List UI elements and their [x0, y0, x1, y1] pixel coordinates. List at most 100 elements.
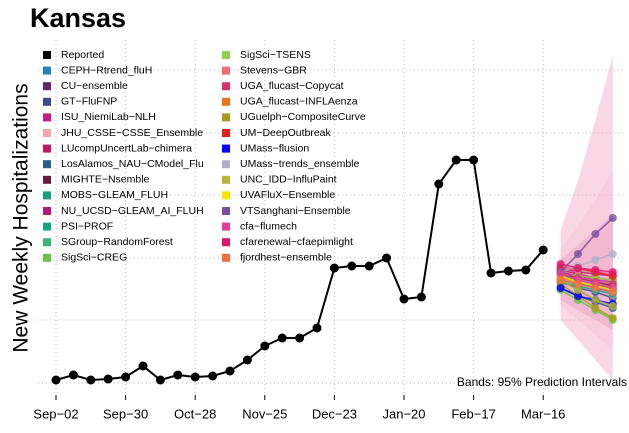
- x-tick-label: Dec−23: [312, 406, 357, 421]
- data-point: [574, 286, 582, 294]
- data-point: [347, 261, 357, 271]
- series-line: [560, 271, 613, 285]
- series-line: [560, 289, 614, 321]
- legend-swatch: [43, 51, 51, 59]
- data-point: [574, 280, 582, 288]
- data-point: [295, 333, 305, 343]
- data-point: [574, 264, 582, 272]
- legend-swatch: [43, 191, 51, 200]
- legend-swatch: [222, 129, 230, 137]
- legend-label: JHU_CSSE−CSSE_Ensemble: [61, 127, 203, 139]
- legend-label: UMass−trends_ensemble: [240, 158, 360, 170]
- data-point: [469, 155, 479, 165]
- data-point: [155, 375, 165, 385]
- legend-swatch: [222, 51, 230, 59]
- legend-swatch: [43, 175, 51, 184]
- legend-swatch: [222, 207, 230, 215]
- legend-label: cfarenewal−cfaepimlight: [240, 236, 353, 248]
- annotation: Bands: 95% Prediction Intervals: [457, 375, 627, 389]
- legend-swatch: [222, 175, 230, 184]
- legend-swatch: [222, 238, 230, 247]
- data-point: [486, 268, 496, 278]
- data-point: [608, 288, 617, 296]
- data-point: [51, 375, 61, 385]
- legend-swatch: [43, 207, 51, 215]
- data-point: [103, 374, 113, 384]
- series-line: [560, 283, 614, 319]
- data-point: [556, 284, 565, 292]
- legend-label: fjordhest−ensemble: [240, 252, 332, 264]
- legend-label: NU_UCSD−GLEAM_AI_FLUH: [61, 205, 204, 217]
- legend-label: cfa−flumech: [240, 220, 297, 232]
- data-point: [312, 323, 322, 333]
- legend-label: UNC_IDD−InfluPaint: [240, 174, 337, 186]
- data-point: [591, 284, 600, 292]
- legend-swatch: [43, 160, 51, 169]
- legend-swatch: [43, 129, 51, 137]
- legend-swatch: [43, 253, 51, 262]
- prediction-band: [560, 55, 613, 380]
- legend-swatch: [222, 160, 230, 169]
- data-point: [608, 268, 617, 276]
- legend-label: LUcompUncertLab−chimera: [61, 142, 192, 154]
- legend-swatch: [222, 82, 230, 91]
- legend-label: SigSci−TSENS: [240, 49, 311, 61]
- legend-swatch: [222, 113, 230, 122]
- data-point: [242, 355, 252, 365]
- legend-label: MOBS−GLEAM_FLUH: [61, 189, 168, 201]
- data-point: [608, 314, 617, 322]
- legend-label: SigSci−CREG: [61, 252, 127, 264]
- data-point: [225, 366, 235, 376]
- series-line: [560, 265, 613, 275]
- data-point: [138, 361, 148, 371]
- legend-label: UMass−flusion: [240, 142, 309, 154]
- data-point: [364, 261, 374, 271]
- data-point: [574, 250, 582, 258]
- data-point: [277, 333, 287, 343]
- data-point: [608, 214, 617, 222]
- legend-swatch: [43, 113, 51, 122]
- legend-label: UGA_flucast−INFLAenza: [240, 96, 358, 108]
- data-point: [574, 292, 582, 300]
- data-point: [608, 302, 617, 310]
- data-point: [556, 270, 565, 278]
- data-point: [451, 155, 461, 165]
- chart-title: Kansas: [30, 3, 126, 33]
- x-tick-label: Sep−02: [33, 406, 78, 421]
- legend-swatch: [43, 66, 51, 75]
- data-point: [208, 371, 218, 381]
- legend-swatch: [222, 253, 230, 262]
- legend-swatch: [43, 97, 51, 106]
- data-point: [121, 372, 131, 382]
- legend-label: ISU_NiemiLab−NLH: [61, 111, 156, 123]
- legend-label: Stevens−GBR: [240, 64, 307, 76]
- series-line: [560, 273, 613, 289]
- x-tick-label: Oct−28: [174, 406, 216, 421]
- data-point: [86, 375, 96, 385]
- legend-swatch: [222, 144, 230, 153]
- legend-label: VTSanghani−Ensemble: [240, 205, 351, 217]
- data-point: [434, 179, 444, 189]
- data-point: [608, 250, 617, 258]
- legend-swatch: [43, 144, 51, 153]
- legend-label: CU−ensemble: [61, 80, 128, 92]
- data-point: [591, 266, 600, 274]
- data-point: [382, 253, 392, 263]
- series-line: [560, 275, 613, 291]
- legend-label: UGA_flucast−Copycat: [240, 80, 344, 92]
- data-point: [591, 304, 600, 312]
- series-line: [560, 279, 614, 307]
- legend-label: PSI−PROF: [61, 220, 113, 232]
- legend-swatch: [43, 238, 51, 247]
- data-point: [68, 370, 78, 380]
- legend-label: CEPH−Rtrend_fluH: [61, 64, 152, 76]
- data-point: [173, 370, 183, 380]
- x-tick-label: Jan−20: [382, 406, 425, 421]
- x-tick-label: Mar−16: [521, 406, 565, 421]
- data-point: [503, 266, 513, 276]
- series-line: [560, 253, 614, 273]
- x-tick-label: Feb−17: [451, 406, 495, 421]
- legend-swatch: [222, 66, 230, 75]
- data-point: [190, 372, 200, 382]
- data-point: [399, 294, 409, 304]
